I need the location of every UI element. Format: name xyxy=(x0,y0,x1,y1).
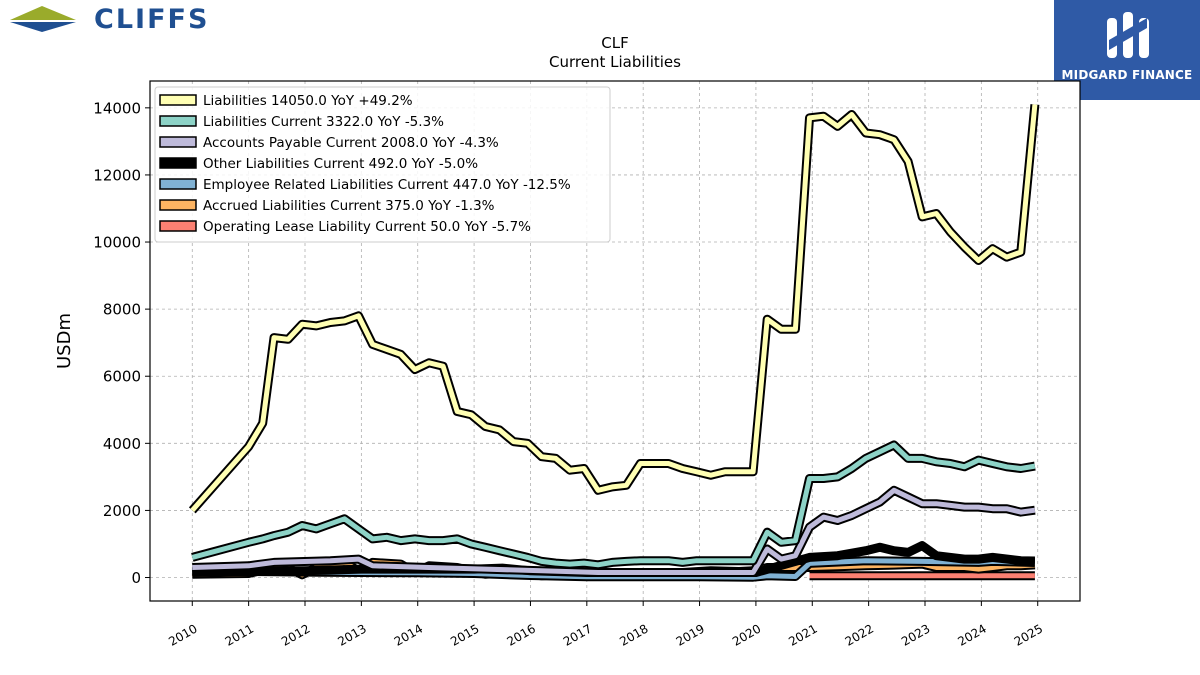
midgard-finance-logo-mark-icon xyxy=(1107,12,1149,58)
series-accounts-payable-current-line xyxy=(192,487,1036,575)
series-group xyxy=(188,104,1040,582)
x-tick-label: 2011 xyxy=(223,621,256,648)
x-tick-label: 2015 xyxy=(448,621,481,648)
x-tick-label: 2025 xyxy=(1012,621,1045,648)
legend-label: Employee Related Liabilities Current 447… xyxy=(203,177,571,193)
legend-label: Accounts Payable Current 2008.0 YoY -4.3… xyxy=(203,135,499,151)
legend-label: Accrued Liabilities Current 375.0 YoY -1… xyxy=(203,198,495,214)
legend-swatch xyxy=(159,136,197,148)
x-tick-label: 2013 xyxy=(335,621,368,648)
series-liabilities-line xyxy=(190,104,1038,513)
x-tick-label: 2021 xyxy=(786,621,819,648)
cliffs-logo-text: CLIFFS xyxy=(94,4,210,35)
legend-label: Liabilities 14050.0 YoY +49.2% xyxy=(203,93,413,109)
x-tick-label: 2016 xyxy=(505,621,538,648)
x-tick-label: 2010 xyxy=(166,621,199,648)
y-tick-label: 6000 xyxy=(103,368,141,386)
x-tick-label: 2012 xyxy=(279,621,312,648)
series-liabilities-current-line xyxy=(191,442,1036,568)
x-tick-label: 2024 xyxy=(955,621,988,648)
chart-subtitle: Current Liabilities xyxy=(549,53,681,71)
y-tick-label: 0 xyxy=(131,569,141,587)
legend-swatch xyxy=(159,199,197,211)
y-tick-label: 10000 xyxy=(93,234,141,252)
x-tick-label: 2020 xyxy=(730,621,763,648)
x-tick-label: 2017 xyxy=(561,621,594,648)
x-tick-label: 2014 xyxy=(392,621,425,648)
midgard-finance-logo-text: MIDGARD FINANCE xyxy=(1061,68,1193,82)
legend-label: Liabilities Current 3322.0 YoY -5.3% xyxy=(203,114,444,130)
legend-swatch xyxy=(159,157,197,169)
x-tick-label: 2022 xyxy=(843,621,876,648)
y-tick-label: 2000 xyxy=(103,502,141,520)
y-axis-label: USDm xyxy=(54,313,75,369)
legend-label: Operating Lease Liability Current 50.0 Y… xyxy=(203,219,531,235)
cliffs-logo: CLIFFS xyxy=(6,2,246,42)
y-tick-label: 4000 xyxy=(103,435,141,453)
legend-label: Other Liabilities Current 492.0 YoY -5.0… xyxy=(203,156,478,172)
legend-swatch xyxy=(159,115,197,127)
legend-swatch xyxy=(159,178,197,190)
x-tick-label: 2018 xyxy=(617,621,650,648)
chart-title: CLF xyxy=(601,34,628,52)
axes-frame xyxy=(149,80,1081,602)
legend-swatch xyxy=(159,94,197,106)
y-tick-label: 8000 xyxy=(103,301,141,319)
legend-swatch xyxy=(159,220,197,232)
x-tick-label: 2023 xyxy=(899,621,932,648)
legend-box xyxy=(154,86,611,243)
cliffs-logo-mark-icon xyxy=(10,6,76,32)
x-tick-label: 2019 xyxy=(674,621,707,648)
y-tick-label: 14000 xyxy=(93,99,141,117)
y-tick-label: 12000 xyxy=(93,166,141,184)
